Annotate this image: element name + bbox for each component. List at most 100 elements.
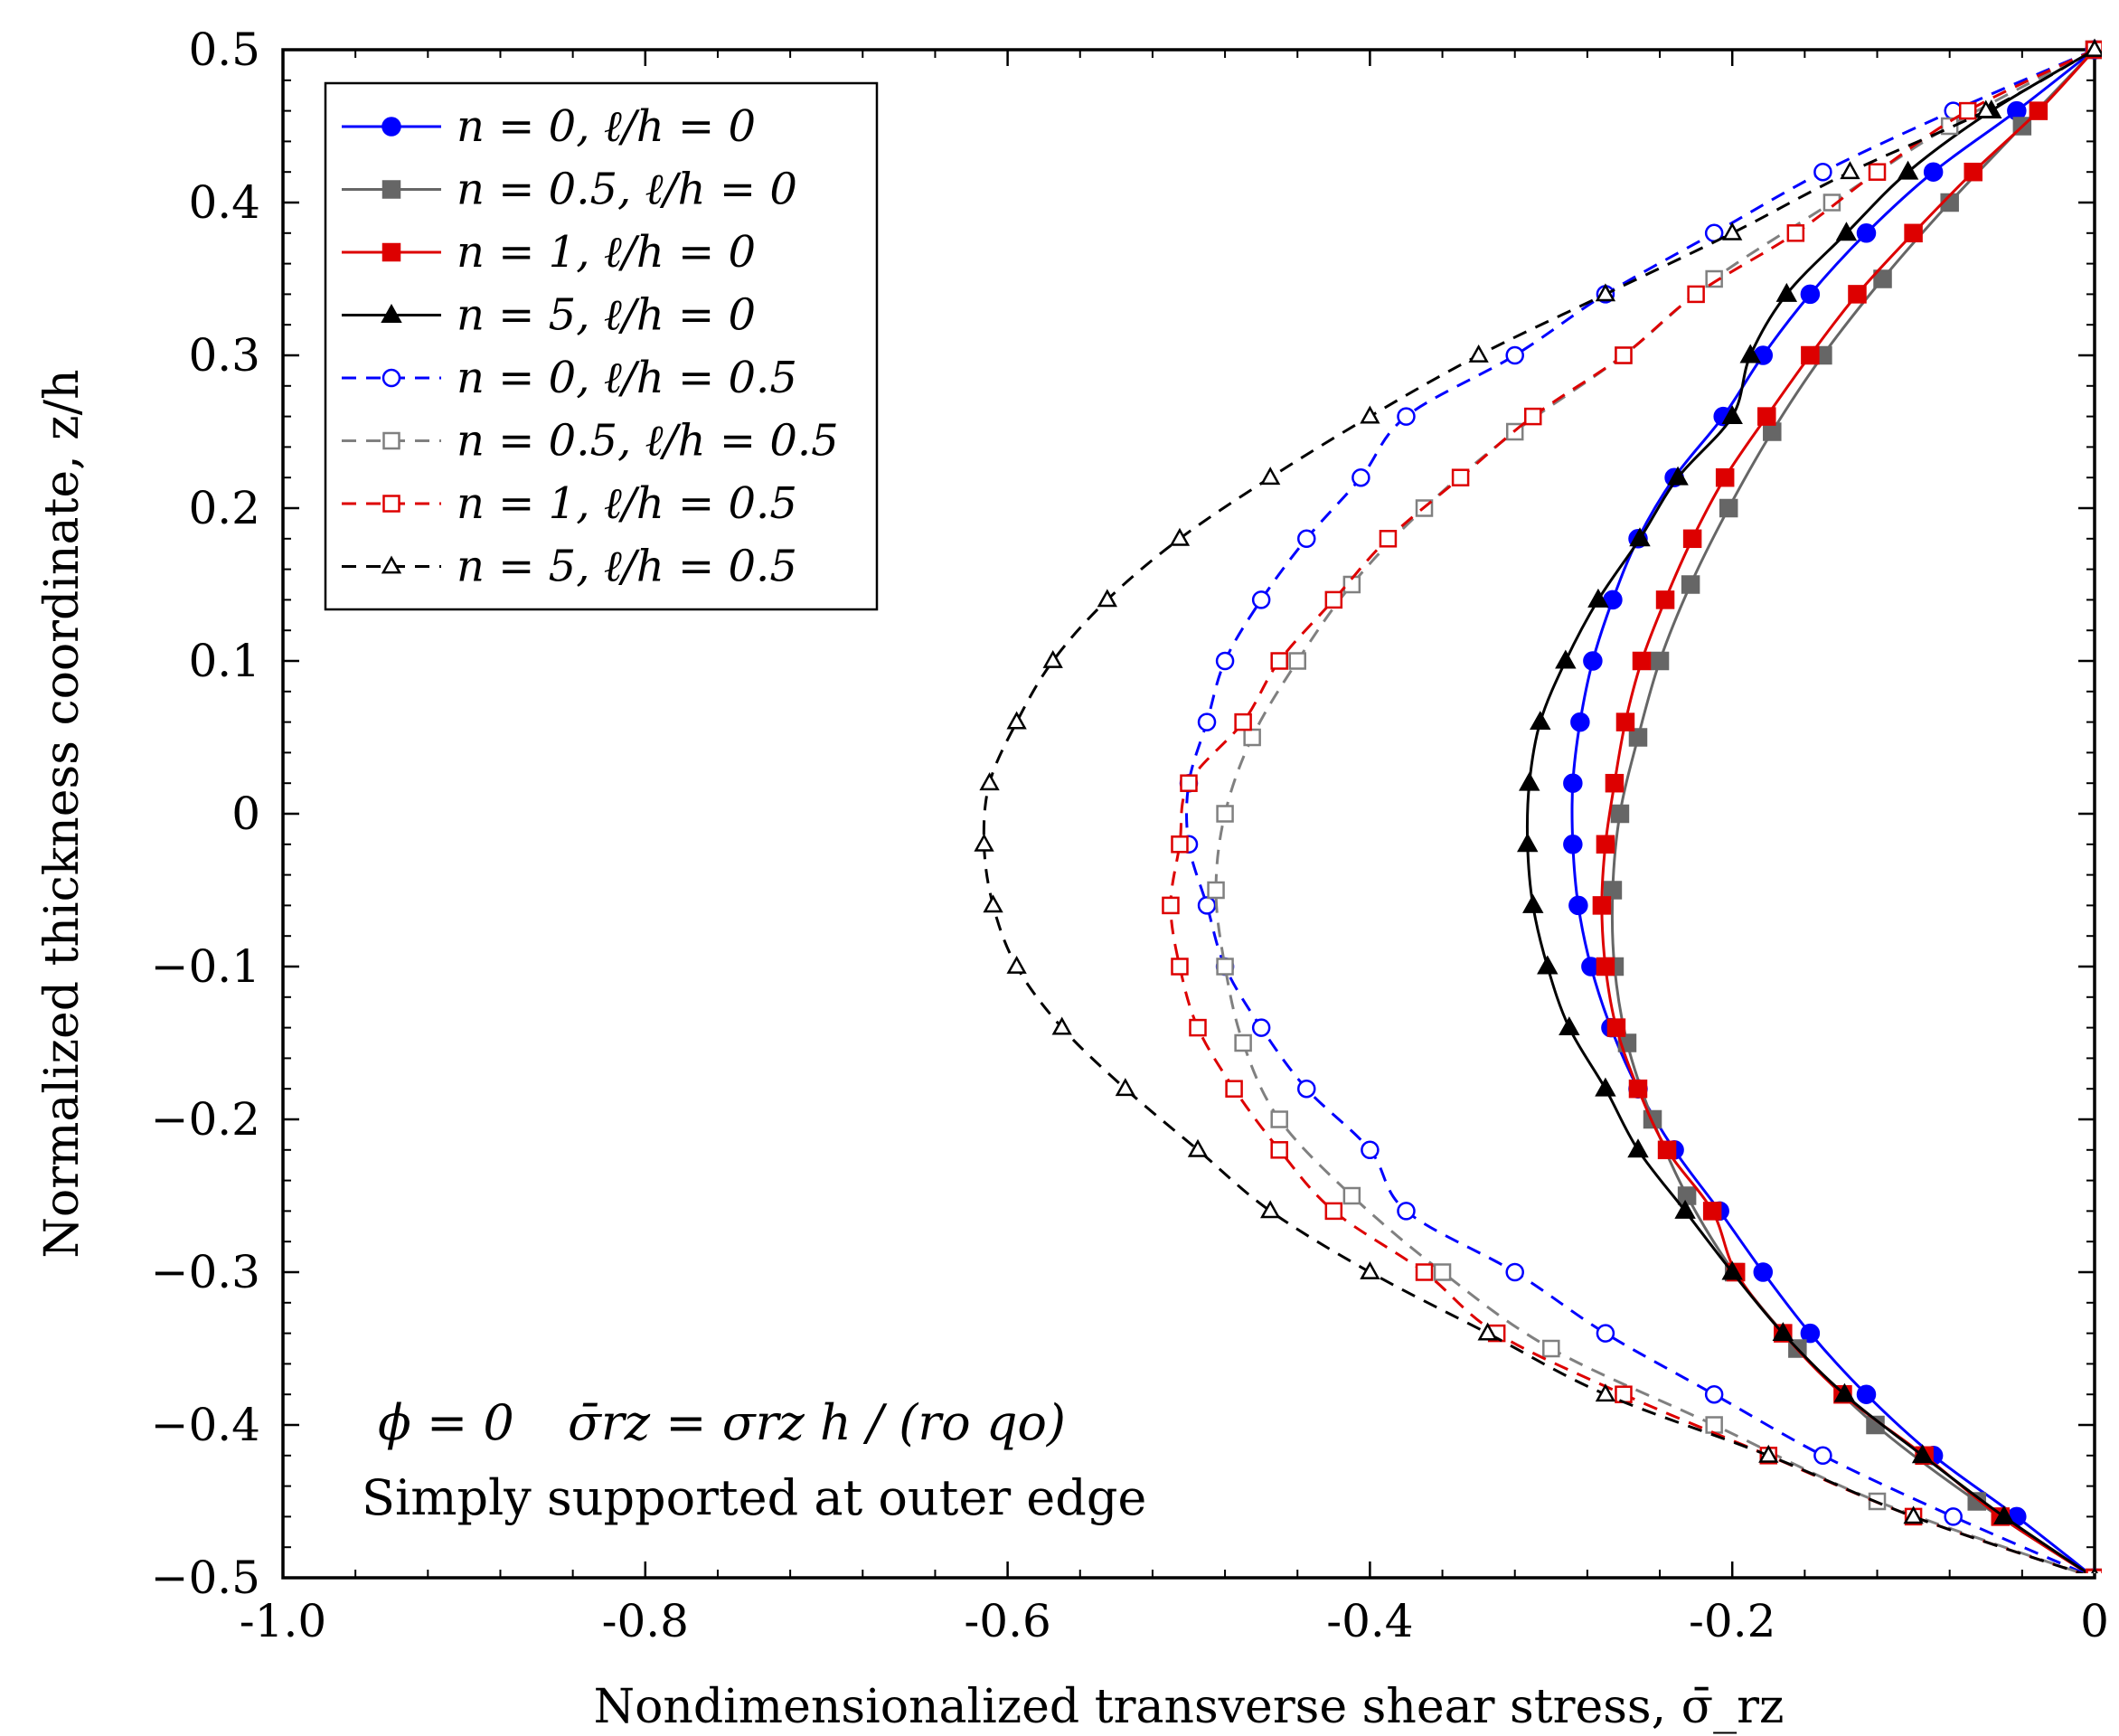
- data-point: [1216, 958, 1234, 976]
- data-point: [1822, 193, 1841, 212]
- data-point: [1415, 1263, 1434, 1281]
- legend-entry-6: n = 0.5, ℓ/h = 0.5: [342, 416, 839, 467]
- data-point: [1655, 590, 1675, 609]
- y-tick-label: 0.1: [188, 635, 260, 687]
- data-point: [1115, 1078, 1136, 1097]
- data-point: [1568, 895, 1588, 916]
- data-point: [1351, 467, 1370, 487]
- data-point: [1171, 958, 1189, 976]
- data-point: [1657, 1140, 1677, 1160]
- data-point: [1197, 712, 1217, 731]
- data-point: [1097, 589, 1117, 608]
- data-point: [1903, 1505, 1924, 1524]
- series-line: [1610, 48, 2096, 1573]
- data-point: [382, 431, 400, 450]
- data-point: [381, 368, 401, 388]
- legend-label: n = 1, ℓ/h = 0: [457, 227, 756, 278]
- data-point: [1180, 774, 1198, 792]
- y-tick-label: −0.1: [151, 940, 260, 993]
- data-point: [1187, 1138, 1209, 1157]
- data-point: [1813, 162, 1832, 182]
- data-point: [1524, 407, 1542, 426]
- data-point: [1975, 99, 1996, 118]
- data-point: [1606, 1018, 1626, 1037]
- data-point: [1674, 1199, 1696, 1219]
- x-tick-label: 0: [2080, 1595, 2109, 1647]
- data-point: [1739, 344, 1761, 363]
- data-point: [1677, 1186, 1697, 1205]
- data-point: [1687, 285, 1705, 304]
- data-point: [1397, 1202, 1416, 1221]
- data-point: [1189, 1018, 1207, 1037]
- data-point: [1297, 1079, 1316, 1099]
- y-tick-label: −0.4: [151, 1399, 260, 1451]
- data-point: [1721, 405, 1743, 425]
- data-point: [1270, 1110, 1288, 1128]
- data-point: [1243, 728, 1261, 747]
- data-point: [1628, 728, 1648, 747]
- data-point: [1006, 711, 1027, 730]
- data-point: [1757, 407, 1776, 426]
- x-tick-label: -0.4: [1326, 1595, 1413, 1647]
- annotation-block: ϕ = 0 σ̄rz = σrz h / (ro qo) Simply supp…: [362, 1394, 1146, 1526]
- data-point: [1923, 162, 1944, 182]
- data-point: [1537, 955, 1559, 975]
- legend-entry-5: n = 0, ℓ/h = 0.5: [342, 353, 797, 403]
- data-point: [1904, 223, 1923, 243]
- data-point: [1379, 530, 1398, 548]
- y-tick-label: 0.3: [188, 329, 260, 382]
- legend: n = 0, ℓ/h = 0 n = 0.5, ℓ/h = 0 n = 1, ℓ/h…: [324, 81, 879, 611]
- data-point: [1519, 771, 1540, 791]
- data-point: [1522, 893, 1544, 913]
- data-point: [1856, 223, 1877, 243]
- data-point: [1940, 117, 1959, 136]
- data-point: [2029, 101, 2048, 120]
- data-point: [1360, 1260, 1380, 1279]
- data-point: [1162, 896, 1180, 915]
- x-tick-label: -0.6: [964, 1595, 1050, 1647]
- series-layer: [974, 38, 2102, 1573]
- data-point: [1583, 651, 1603, 671]
- tick-marks: [281, 48, 2096, 1580]
- data-point: [1169, 527, 1191, 546]
- data-point: [1775, 282, 1798, 302]
- data-point: [1722, 222, 1743, 241]
- data-point: [1288, 652, 1306, 670]
- series-line: [1570, 48, 2095, 1573]
- y-tick-label: 0: [231, 788, 260, 840]
- data-point: [1360, 405, 1380, 424]
- data-point: [1681, 575, 1700, 594]
- data-point: [983, 894, 1003, 913]
- data-point: [1786, 224, 1805, 242]
- data-point: [1615, 712, 1635, 731]
- data-point: [1006, 955, 1027, 974]
- data-point: [1650, 651, 1670, 671]
- data-point: [1361, 1140, 1380, 1160]
- data-point: [1592, 896, 1612, 915]
- data-point: [1570, 712, 1590, 732]
- data-point: [381, 242, 401, 262]
- data-point: [1967, 1492, 1986, 1511]
- data-point: [1260, 1200, 1281, 1219]
- data-point: [1627, 1138, 1649, 1158]
- series-2: [1603, 40, 2102, 1573]
- data-point: [1215, 651, 1235, 671]
- data-point: [2091, 1566, 2098, 1573]
- data-point: [1563, 773, 1583, 793]
- y-tick-label: −0.2: [151, 1093, 260, 1146]
- data-point: [1042, 649, 1063, 668]
- data-point: [1324, 590, 1343, 609]
- data-point: [1530, 711, 1551, 731]
- data-point: [1234, 712, 1252, 731]
- data-point: [1753, 1262, 1774, 1282]
- data-point: [979, 772, 1000, 791]
- series-line: [1214, 48, 2095, 1573]
- data-point: [1595, 1077, 1616, 1097]
- data-point: [1563, 835, 1583, 854]
- data-point: [1595, 1383, 1616, 1402]
- legend-entry-2: n = 0.5, ℓ/h = 0: [342, 165, 797, 215]
- data-point: [1251, 590, 1271, 609]
- data-point: [1324, 1202, 1343, 1221]
- data-point: [1225, 1080, 1243, 1098]
- data-point: [1596, 957, 1615, 976]
